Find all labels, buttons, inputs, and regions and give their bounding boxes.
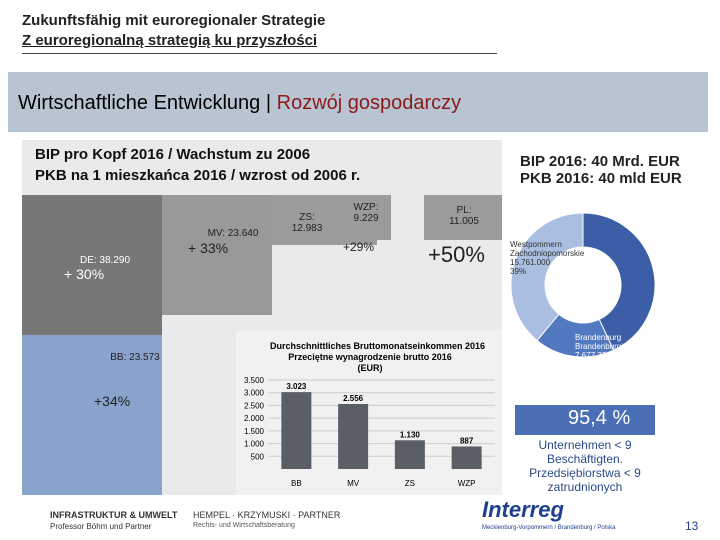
bar-chart-title: Przeciętne wynagrodzenie brutto 2016: [288, 352, 452, 362]
donut-label: 15.761.000: [510, 258, 551, 267]
bar-value-label: 887: [460, 436, 474, 445]
y-tick-label: 3.000: [244, 389, 265, 398]
donut-label: Zachodniopomorskie: [510, 249, 585, 258]
y-tick-label: 500: [251, 452, 265, 461]
y-tick-label: 2.000: [244, 414, 265, 423]
logo-text: Mecklenburg-Vorpommern / Brandenburg / P…: [482, 525, 616, 531]
rule: [22, 53, 497, 54]
highlight-line: Beschäftigten.: [546, 452, 624, 466]
logo-interreg: Interreg: [482, 497, 564, 522]
donut-label: Pomorze Przednie: [660, 260, 720, 269]
donut-label: 17.119.469: [660, 269, 700, 278]
map-region: [424, 195, 502, 240]
logo-text: INFRASTRUKTUR & UMWELT: [50, 510, 178, 520]
banner-right: Rozwój gospodarczy: [276, 92, 462, 114]
map-region: [162, 195, 272, 315]
y-tick-label: 3.500: [244, 376, 265, 385]
donut-title: PKB 2016: 40 mld EUR: [520, 170, 682, 187]
map-region: [22, 195, 162, 335]
map-label: ZS: 12.983: [291, 212, 323, 234]
header-subtitle: Z euroregionalną strategią ku przyszłośc…: [22, 32, 318, 49]
donut-label: Brandenburgia: [575, 342, 628, 351]
y-tick-label: 1.000: [244, 440, 265, 449]
highlight-line: Unternehmen < 9: [538, 438, 632, 452]
map-growth: + 30%: [64, 266, 105, 282]
highlight-line: zatrudnionych: [547, 480, 623, 494]
map-label: DE: 38.290: [79, 255, 131, 266]
x-tick-label: ZS: [405, 479, 415, 488]
section-heading: PKB na 1 mieszkańca 2016 / wzrost od 200…: [35, 167, 361, 184]
map-region: [336, 195, 391, 240]
donut-label: Brandenburg: [575, 333, 622, 342]
bar-value-label: 2.556: [343, 394, 364, 403]
footer: INFRASTRUKTUR & UMWELT Professor Böhm un…: [0, 497, 720, 540]
bar: [338, 404, 369, 469]
logo-text: Professor Böhm und Partner: [50, 522, 152, 531]
banner-text: Wirtschaftliche Entwicklung | Rozwój gos…: [18, 92, 461, 115]
header-title: Zukunftsfähig mit euroregionaler Strateg…: [22, 12, 326, 29]
map-growth: +29%: [343, 240, 375, 254]
donut-segment: [582, 212, 656, 351]
map-region: [22, 335, 162, 495]
donut-label: Vorpommern: [660, 242, 706, 251]
banner: Wirtschaftliche Entwicklung | Rozwój gos…: [8, 72, 708, 132]
donut-label: Meklemburgia: [660, 251, 711, 260]
donut-label: Westpommern: [510, 240, 562, 249]
donut-label: Mecklenburg: [660, 233, 706, 242]
map-growth: +34%: [94, 393, 131, 409]
bar: [394, 440, 425, 469]
x-tick-label: BB: [291, 479, 302, 488]
map-label: WZP: 9.229: [353, 202, 379, 224]
logo-text: HEMPEL · KRZYMUSKI · PARTNER: [193, 510, 341, 520]
donut-label: 7.677.336: [575, 351, 611, 360]
map-growth: +50%: [428, 242, 485, 267]
y-tick-label: 2.500: [244, 401, 265, 410]
logo-text: Rechts- und Wirtschaftsberatung: [193, 522, 295, 529]
banner-left: Wirtschaftliche Entwicklung |: [18, 92, 277, 114]
highlight-box: [515, 405, 655, 435]
x-tick-label: WZP: [458, 479, 476, 488]
y-tick-label: 1.500: [244, 427, 265, 436]
donut-segment: [510, 212, 584, 342]
bar-value-label: 3.023: [286, 382, 307, 391]
bar: [281, 392, 312, 469]
bar-chart-title: (EUR): [357, 363, 383, 373]
bar-value-label: 1.130: [400, 430, 421, 439]
donut-title: BIP 2016: 40 Mrd. EUR: [520, 153, 680, 170]
map-label: MV: 23.640: [207, 228, 259, 239]
highlight-value: 95,4 %: [568, 407, 631, 429]
section-heading: BIP pro Kopf 2016 / Wachstum zu 2006: [35, 146, 311, 163]
x-tick-label: MV: [347, 479, 360, 488]
page-number: 13: [685, 519, 699, 533]
donut-label: 43%: [660, 278, 677, 287]
map-label: BB: 23.573: [110, 352, 160, 363]
bar: [451, 446, 482, 469]
map-label: PL: 11.005: [449, 205, 479, 227]
bar-chart-title: Durchschnittliches Bruttomonatseinkommen…: [270, 341, 486, 351]
map-growth: + 33%: [188, 240, 229, 256]
donut-label: 39%: [510, 267, 527, 276]
donut-label: 18%: [575, 360, 592, 369]
highlight-line: Przedsiębiorstwa < 9: [529, 466, 641, 480]
